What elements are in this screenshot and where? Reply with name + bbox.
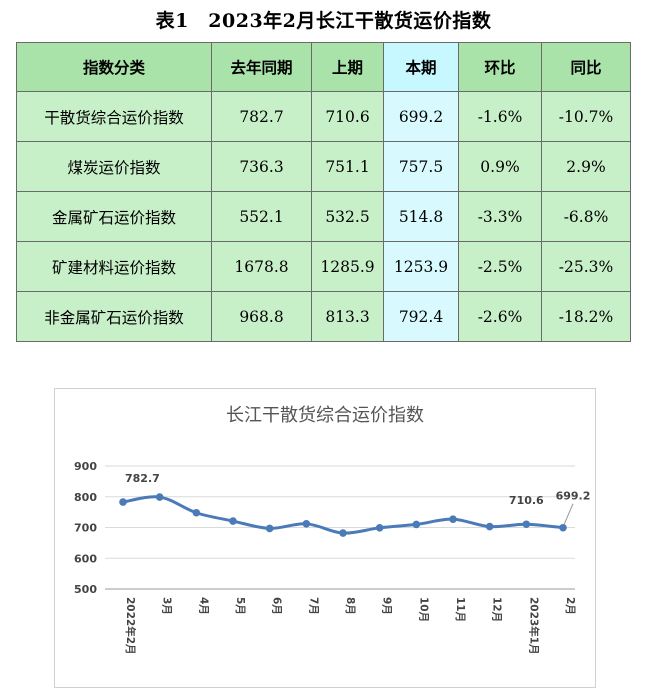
leader-line	[563, 503, 574, 525]
x-tick-label: 4月	[197, 597, 209, 615]
cell-current: 699.2	[383, 91, 459, 142]
data-label: 699.2	[556, 490, 591, 503]
cell-current: 757.5	[383, 141, 459, 192]
x-tick-label: 8月	[344, 597, 356, 615]
cell-last-year: 782.7	[211, 91, 312, 142]
header-category: 指数分类	[16, 42, 212, 92]
cell-mom: -2.6%	[458, 291, 542, 342]
x-tick-label: 12月	[491, 597, 503, 622]
cell-last-year: 1678.8	[211, 241, 312, 292]
cell-yoy: -25.3%	[541, 241, 631, 292]
x-tick-label: 3月	[161, 597, 173, 615]
x-tick-label: 11月	[454, 597, 466, 622]
y-tick-label: 600	[74, 552, 97, 565]
header-previous: 上期	[311, 42, 384, 92]
cell-previous: 1285.9	[311, 241, 384, 292]
data-point	[229, 517, 237, 525]
cell-previous: 751.1	[311, 141, 384, 192]
table-row: 煤炭运价指数 736.3 751.1 757.5 0.9% 2.9%	[16, 141, 631, 192]
row-name: 非金属矿石运价指数	[16, 291, 212, 342]
line-chart: 900 800 700 600 500 2022年2月 3月 4月 5月 6月 7月 8月 9月 10月 1…	[74, 460, 591, 655]
data-point	[155, 493, 164, 501]
cell-last-year: 736.3	[211, 141, 312, 192]
cell-mom: -2.5%	[458, 241, 542, 292]
data-point	[375, 524, 384, 532]
data-point	[339, 529, 347, 537]
x-tick-label: 10月	[417, 597, 429, 622]
data-point	[449, 515, 457, 523]
cell-previous: 532.5	[311, 191, 384, 242]
header-current: 本期	[383, 42, 459, 92]
data-point	[192, 508, 201, 517]
row-name: 矿建材料运价指数	[16, 241, 212, 292]
data-label: 710.6	[509, 494, 544, 507]
row-name: 金属矿石运价指数	[16, 191, 212, 242]
cell-yoy: 2.9%	[541, 141, 631, 192]
table-header-row: 指数分类 去年同期 上期 本期 环比 同比	[16, 42, 631, 92]
y-tick-label: 900	[74, 460, 97, 473]
y-tick-label: 800	[74, 491, 97, 504]
table-row: 干散货综合运价指数 782.7 710.6 699.2 -1.6% -10.7%	[16, 91, 631, 142]
cell-mom: 0.9%	[458, 141, 542, 192]
cell-current: 1253.9	[383, 241, 459, 292]
header-last-year: 去年同期	[211, 42, 312, 92]
x-tick-label: 2023年1月	[527, 597, 540, 655]
cell-previous: 710.6	[311, 91, 384, 142]
data-point	[119, 498, 127, 506]
x-tick-label: 9月	[381, 597, 393, 615]
data-point	[302, 520, 311, 528]
chart-container: 长江干散货综合运价指数 900 800 700 600 500 2022年2月 3月 4月 5月…	[54, 388, 596, 688]
cell-current: 792.4	[383, 291, 459, 342]
x-tick-label: 5月	[234, 597, 246, 615]
cell-yoy: -6.8%	[541, 191, 631, 242]
row-name: 煤炭运价指数	[16, 141, 212, 192]
cell-last-year: 968.8	[211, 291, 312, 342]
index-table: 指数分类 去年同期 上期 本期 环比 同比 干散货综合运价指数 782.7 71…	[16, 42, 631, 342]
x-tick-label: 7月	[307, 597, 319, 615]
data-label: 782.7	[125, 472, 160, 485]
header-yoy: 同比	[541, 42, 631, 92]
data-point	[559, 523, 567, 532]
y-tick-label: 700	[74, 522, 97, 535]
x-tick-label: 2月	[564, 597, 576, 615]
cell-yoy: -18.2%	[541, 291, 631, 342]
cell-last-year: 552.1	[211, 191, 312, 242]
chart-title: 长江干散货综合运价指数	[226, 405, 424, 426]
data-point	[412, 520, 421, 529]
header-mom: 环比	[458, 42, 542, 92]
row-name: 干散货综合运价指数	[16, 91, 212, 142]
table-row: 金属矿石运价指数 552.1 532.5 514.8 -3.3% -6.8%	[16, 191, 631, 242]
x-tick-label: 2022年2月	[124, 597, 137, 655]
x-tick-label: 6月	[271, 597, 283, 615]
data-point	[485, 522, 494, 531]
cell-yoy: -10.7%	[541, 91, 631, 142]
data-point	[522, 520, 531, 529]
page-title: 表1 2023年2月长江干散货运价指数	[155, 10, 492, 32]
cell-previous: 813.3	[311, 291, 384, 342]
cell-current: 514.8	[383, 191, 459, 242]
cell-mom: -3.3%	[458, 191, 542, 242]
data-point	[265, 524, 274, 533]
table-row: 矿建材料运价指数 1678.8 1285.9 1253.9 -2.5% -25.…	[16, 241, 631, 292]
cell-mom: -1.6%	[458, 91, 542, 142]
table-row: 非金属矿石运价指数 968.8 813.3 792.4 -2.6% -18.2%	[16, 291, 631, 342]
y-tick-label: 500	[74, 583, 97, 596]
